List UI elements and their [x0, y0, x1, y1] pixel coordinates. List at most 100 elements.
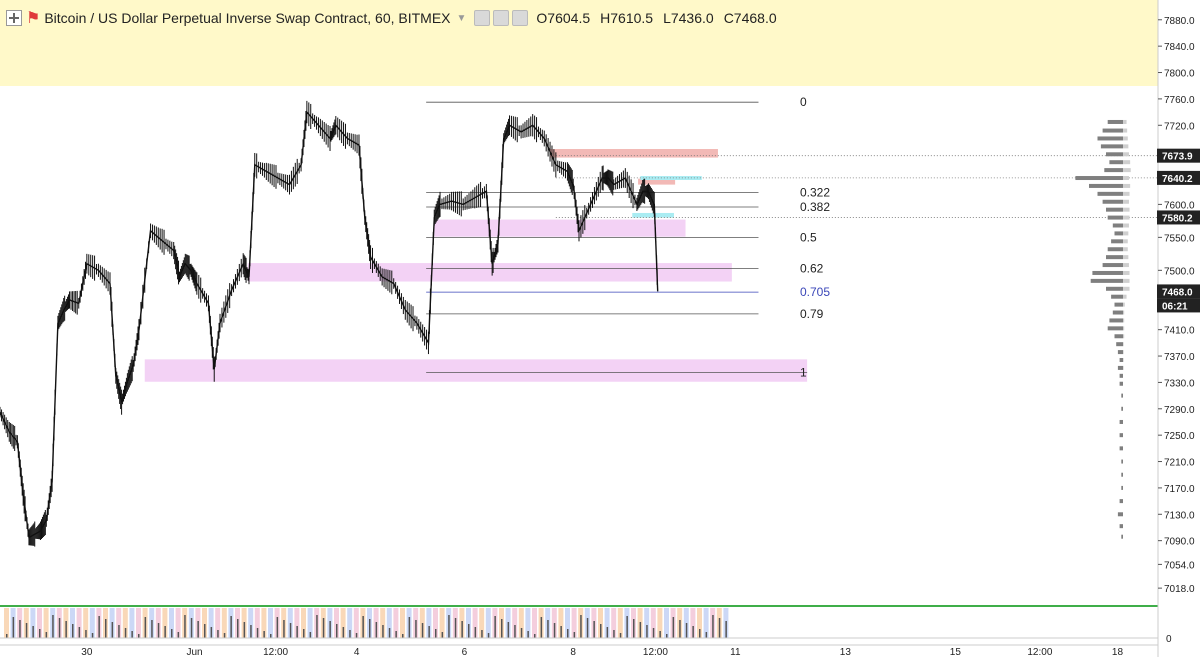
volume-profile-bar-light: [1123, 160, 1131, 165]
volume-bg-bar: [136, 608, 141, 638]
volume-profile-bar-light: [1123, 302, 1125, 307]
volume-bg-bar: [703, 608, 709, 638]
volume-bar: [672, 617, 675, 638]
volume-bar: [540, 617, 543, 638]
volume-bar: [705, 632, 708, 638]
volume-bar: [210, 627, 213, 638]
volume-bar: [230, 616, 232, 638]
volume-profile-bar-light: [1123, 342, 1124, 347]
price-label-box: [1157, 170, 1200, 185]
flag-icon[interactable]: ⚑: [26, 10, 41, 27]
volume-bar: [204, 624, 206, 638]
volume-profile-bar: [1106, 286, 1123, 291]
volume-bg-bar: [690, 608, 696, 638]
fib-label: 0.79: [800, 307, 824, 321]
volume-bar: [316, 615, 318, 638]
price-tick-label: 7170.0: [1164, 484, 1195, 495]
volume-bar: [19, 620, 21, 638]
volume-profile-bar-light: [1123, 152, 1129, 157]
settings-icon[interactable]: [493, 10, 510, 26]
volume-bar: [263, 631, 265, 638]
volume-bar: [520, 628, 523, 638]
price-tick-label: 7330.0: [1164, 378, 1195, 389]
volume-profile-bar: [1121, 459, 1123, 464]
volume-bar: [435, 629, 437, 638]
volume-bg-bar: [169, 608, 174, 638]
price-tick-label: 7550.0: [1164, 233, 1195, 244]
volume-profile-bar: [1121, 485, 1123, 490]
close-icon[interactable]: [512, 10, 529, 26]
volume-profile-bar-light: [1123, 199, 1129, 204]
volume-profile-bar: [1121, 393, 1123, 398]
volume-bar: [468, 624, 470, 638]
volume-profile-bar: [1106, 255, 1123, 260]
volume-bg-bar: [261, 608, 267, 638]
volume-profile-bar-light: [1123, 365, 1124, 370]
volume-profile-bar: [1114, 302, 1123, 307]
chevron-down-icon[interactable]: ▼: [456, 12, 467, 24]
volume-bar: [402, 634, 404, 638]
volume-profile-bar: [1117, 350, 1123, 355]
volume-bar: [270, 634, 272, 638]
volume-profile-bar-light: [1123, 215, 1130, 220]
volume-profile-bar-light: [1123, 350, 1124, 355]
volume-profile-bar: [1119, 524, 1123, 529]
volume-bg-bar: [565, 608, 570, 638]
volume-bar: [91, 633, 94, 638]
volume-profile-bar: [1109, 160, 1123, 165]
volume-profile-bar-light: [1123, 144, 1129, 149]
volume-profile-bar-light: [1123, 207, 1130, 212]
volume-bg-bar: [353, 608, 359, 638]
volume-profile-bar-light: [1123, 310, 1125, 315]
volume-bar: [501, 619, 503, 638]
volume-bg-bar: [4, 608, 9, 638]
volume-profile-bar: [1119, 499, 1123, 504]
price-tick-label: 7840.0: [1164, 42, 1195, 53]
volume-bar: [547, 620, 549, 638]
volume-profile-bar: [1112, 223, 1123, 228]
volume-profile-bar-light: [1123, 239, 1128, 244]
volume-bar: [78, 627, 81, 638]
volume-bar: [600, 624, 602, 638]
volume-bar: [184, 615, 186, 638]
volume-bg-bar: [485, 608, 491, 638]
volume-bar: [243, 622, 246, 638]
volume-bar: [164, 626, 166, 638]
volume-profile-bar: [1114, 231, 1123, 236]
symbol-title: Bitcoin / US Dollar Perpetual Inverse Sw…: [44, 10, 451, 26]
price-series: [0, 110, 659, 539]
volume-profile-bar: [1102, 263, 1123, 268]
volume-profile-bar: [1119, 381, 1123, 386]
volume-bar: [580, 615, 582, 638]
time-tick-label: 12:00: [263, 647, 288, 657]
eye-icon[interactable]: [474, 10, 491, 26]
ohlc-values: O7604.5 H7610.5 L7436.0 C7468.0: [536, 10, 776, 26]
volume-bg-bar: [400, 608, 405, 638]
fib-label: 0.322: [800, 186, 830, 200]
volume-profile-bar: [1119, 358, 1123, 362]
zone-red: [550, 149, 718, 158]
volume-profile-bar-light: [1123, 263, 1129, 268]
expand-icon[interactable]: [6, 10, 22, 26]
volume-bar: [487, 633, 490, 638]
volume-profile-bar-light: [1123, 358, 1124, 362]
volume-bar: [725, 621, 727, 638]
volume-bar: [171, 629, 173, 638]
volume-profile-bar: [1107, 215, 1123, 220]
volume-bg-bar: [202, 608, 207, 638]
volume-bar: [105, 619, 107, 638]
volume-profile-bar-light: [1123, 136, 1128, 141]
volume-bar: [39, 629, 41, 638]
volume-bar: [448, 615, 450, 638]
volume-bar: [560, 626, 562, 638]
price-label: 7673.9: [1162, 152, 1193, 163]
volume-bar: [461, 621, 463, 638]
volume-bar: [633, 619, 635, 638]
price-label-box: [1157, 210, 1200, 225]
volume-bar: [322, 618, 325, 638]
price-tick-label: 7054.0: [1164, 560, 1195, 571]
volume-bar: [138, 634, 140, 638]
volume-bg-bar: [340, 608, 346, 638]
volume-bg-bar: [347, 608, 353, 638]
